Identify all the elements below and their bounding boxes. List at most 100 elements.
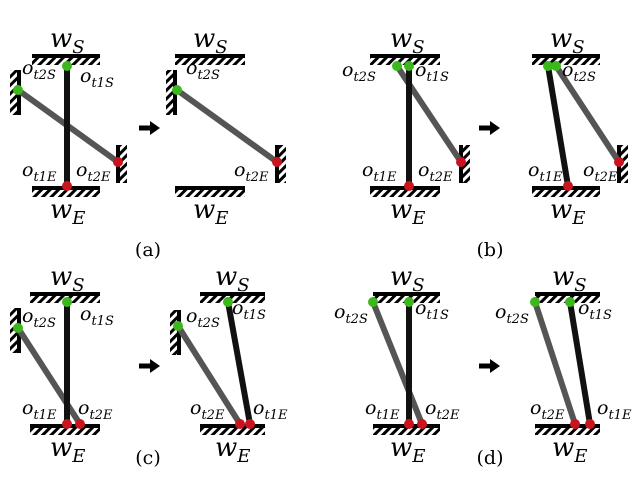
- label-sub: t2E: [429, 170, 452, 185]
- arrow-head: [150, 359, 160, 373]
- label: ot2S: [495, 301, 529, 327]
- label: ot2E: [190, 397, 225, 423]
- label-base: o: [80, 303, 91, 325]
- label: wE: [550, 195, 585, 229]
- wall: [166, 70, 175, 115]
- label: ot1S: [415, 297, 449, 323]
- label-sub: t2S: [33, 68, 55, 83]
- label: wE: [390, 433, 425, 467]
- label: ot1E: [597, 397, 632, 423]
- endpoint: [173, 321, 183, 331]
- label-base: o: [22, 159, 33, 181]
- arrow-head: [490, 359, 500, 373]
- label-sub: S: [215, 37, 227, 58]
- label-base: w: [390, 433, 412, 463]
- link: [175, 324, 243, 426]
- caption: (b): [477, 239, 504, 261]
- endpoint: [62, 61, 72, 71]
- label-sub: E: [71, 208, 85, 229]
- label-sub: S: [572, 37, 584, 58]
- endpoint: [223, 297, 233, 307]
- label-base: o: [80, 65, 91, 87]
- caption: (a): [135, 239, 161, 261]
- label-base: o: [578, 297, 589, 319]
- label-sub: t2S: [345, 312, 367, 327]
- label: ot1E: [253, 397, 288, 423]
- label: ot2S: [342, 59, 376, 85]
- link: [225, 301, 253, 425]
- label: ot2E: [530, 397, 565, 423]
- label-sub: t1E: [33, 170, 56, 185]
- label-base: o: [22, 57, 33, 79]
- label-sub: t2E: [87, 170, 110, 185]
- endpoint: [456, 157, 466, 167]
- label-base: o: [528, 159, 539, 181]
- label-base: o: [234, 159, 245, 181]
- label-sub: t1S: [426, 70, 448, 85]
- endpoint: [543, 61, 553, 71]
- label-base: w: [50, 433, 72, 463]
- endpoint: [570, 419, 580, 429]
- label: wE: [50, 433, 85, 467]
- label: ot2E: [418, 159, 453, 185]
- label: ot1S: [578, 297, 612, 323]
- caption: (c): [135, 447, 160, 469]
- endpoint: [13, 85, 23, 95]
- label-base: o: [530, 397, 541, 419]
- label-sub: S: [72, 275, 84, 296]
- label-sub: t2S: [506, 312, 528, 327]
- label-base: w: [215, 262, 237, 292]
- label-base: o: [253, 397, 264, 419]
- arrow-head: [490, 121, 500, 135]
- caption: (d): [477, 447, 504, 469]
- wall: [175, 56, 245, 65]
- label-base: o: [334, 301, 345, 323]
- endpoint: [565, 297, 575, 307]
- label-base: w: [390, 195, 412, 225]
- label: ot2S: [562, 59, 596, 85]
- label: ot1S: [415, 59, 449, 85]
- label-base: o: [76, 159, 87, 181]
- wall: [32, 56, 100, 65]
- label-sub: S: [574, 275, 586, 296]
- label: ot2E: [583, 159, 618, 185]
- endpoint: [404, 297, 414, 307]
- label-sub: t1S: [91, 76, 113, 91]
- label-base: o: [78, 397, 89, 419]
- label-base: w: [390, 262, 412, 292]
- label-sub: t2S: [33, 316, 55, 331]
- label-sub: t2S: [197, 316, 219, 331]
- label: ot1E: [22, 397, 57, 423]
- label-base: o: [562, 59, 573, 81]
- label-sub: t2S: [573, 70, 595, 85]
- endpoint: [272, 157, 282, 167]
- endpoint: [62, 419, 72, 429]
- label-base: w: [193, 195, 215, 225]
- label-sub: t2E: [245, 170, 268, 185]
- endpoint: [62, 181, 72, 191]
- label-base: o: [342, 59, 353, 81]
- label-base: w: [50, 24, 72, 54]
- link: [545, 65, 571, 187]
- label-sub: t2S: [353, 70, 375, 85]
- label: ot1E: [362, 159, 397, 185]
- label-base: o: [186, 305, 197, 327]
- label-sub: t2S: [197, 68, 219, 83]
- endpoint: [75, 419, 85, 429]
- label-sub: t1E: [264, 408, 287, 423]
- label: ot1E: [365, 397, 400, 423]
- link: [175, 87, 279, 165]
- label-base: o: [415, 59, 426, 81]
- label-sub: S: [412, 275, 424, 296]
- endpoint: [172, 85, 182, 95]
- label-base: o: [232, 297, 243, 319]
- label-sub: t1S: [243, 308, 265, 323]
